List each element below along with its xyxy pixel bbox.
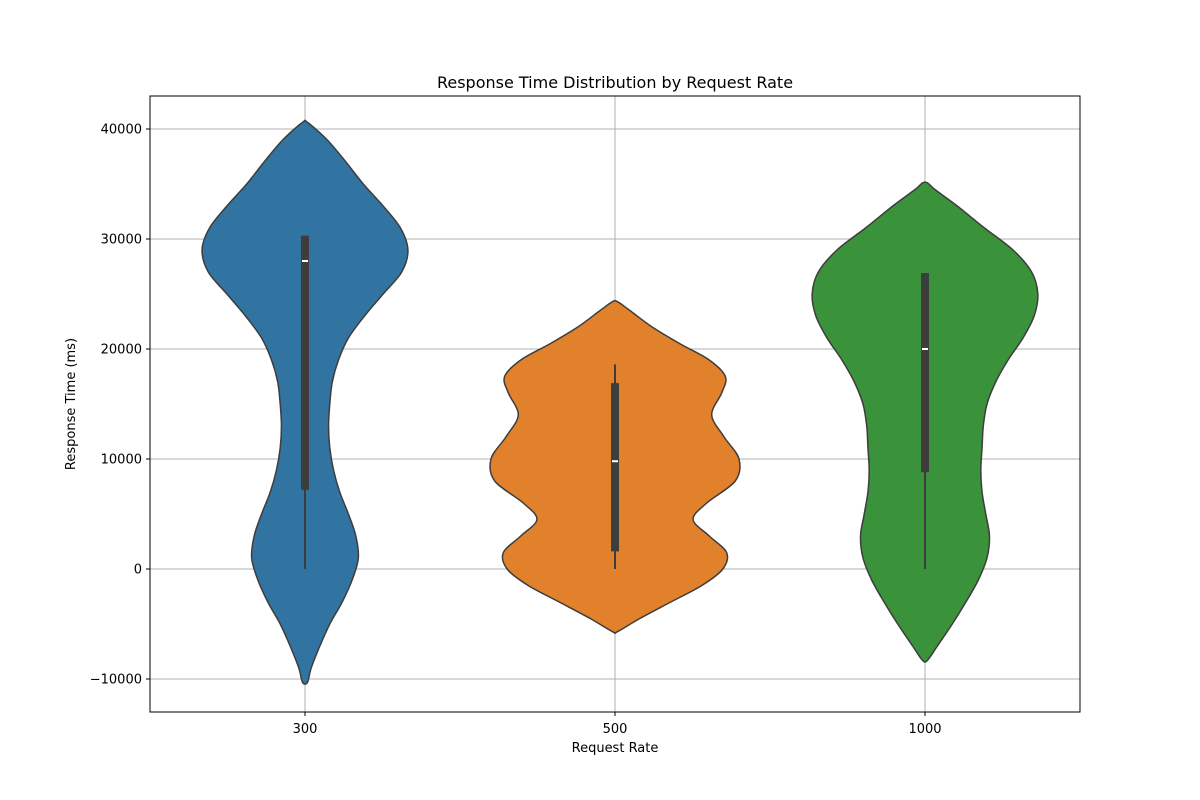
x-tick-label: 300	[293, 722, 318, 737]
y-tick-label: 10000	[101, 453, 142, 468]
y-axis-label: Response Time (ms)	[64, 338, 79, 470]
iqr-box-300	[301, 235, 309, 490]
box-layer	[301, 235, 929, 569]
x-tick-label: 1000	[908, 722, 941, 737]
y-tick-label: 20000	[101, 343, 142, 358]
violin-layer	[201, 119, 1039, 685]
y-tick-label: 0	[134, 563, 142, 578]
iqr-box-500	[611, 383, 619, 552]
tick-layer: −10000 0 10000 20000 30000 40000 300 500 1000	[90, 123, 942, 738]
chart-title: Response Time Distribution by Request Ra…	[437, 73, 793, 92]
iqr-box-1000	[921, 273, 929, 473]
y-tick-label: −10000	[90, 673, 142, 688]
x-axis-label: Request Rate	[572, 741, 659, 756]
x-tick-label: 500	[603, 722, 628, 737]
y-tick-label: 30000	[101, 233, 142, 248]
y-tick-label: 40000	[101, 123, 142, 138]
